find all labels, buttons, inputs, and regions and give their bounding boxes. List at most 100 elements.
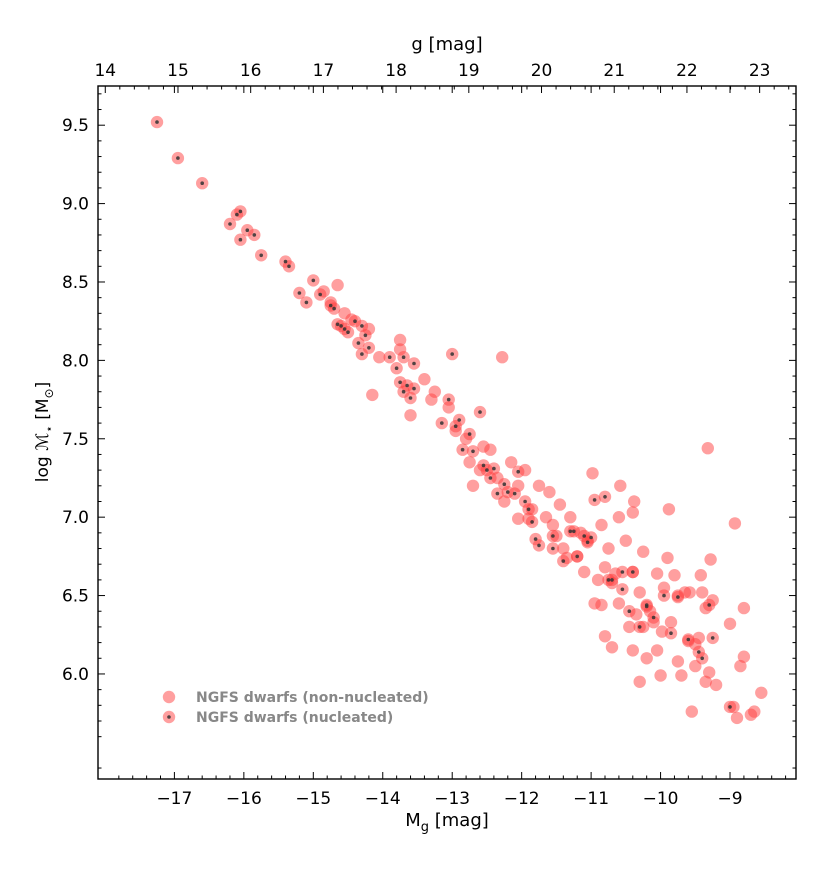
nucleus-dot [360,352,364,356]
y-axis-title: log ℳ⋆ [M⊙] [33,382,56,482]
legend-marker-non-nucleated [162,690,176,704]
data-point-non-nucleated [484,443,497,456]
data-point-non-nucleated [602,542,615,555]
nucleus-dot [356,341,361,345]
top-tick-label: 17 [313,61,335,81]
x-tick-label: −12 [504,789,540,809]
nucleus-dot [353,319,357,324]
nucleus-dot [467,432,472,436]
nucleus-dot [401,355,406,360]
data-point-non-nucleated [694,569,707,582]
y-tick-label: 7.5 [62,430,89,450]
nucleus-dot [453,424,458,429]
nucleus-dot [332,306,336,311]
nucleus-dot [408,396,413,400]
data-point-non-nucleated [373,351,386,364]
nucleus-dot [481,463,486,468]
data-point-non-nucleated [546,518,560,532]
nucleus-dot [610,578,614,582]
data-point-non-nucleated [703,666,716,679]
top-tick-label: 20 [531,61,553,81]
nucleus-dot [297,291,302,295]
data-point-non-nucleated [696,586,709,599]
data-point-non-nucleated [505,456,518,469]
y-tick-label: 6.5 [62,587,89,607]
nucleus-dot [637,625,642,629]
data-point-non-nucleated [619,534,632,547]
nucleus-dot [582,534,586,538]
data-point-non-nucleated [366,388,379,402]
nucleus-dot [537,543,541,548]
top-tick-label: 23 [749,61,771,81]
data-point-non-nucleated [496,351,509,364]
data-point-non-nucleated [699,675,712,688]
data-point-non-nucleated [512,512,525,525]
top-tick-label: 19 [458,61,480,81]
data-point-non-nucleated [662,503,676,516]
data-point-non-nucleated [418,373,431,386]
data-point-non-nucleated [661,551,674,565]
nucleus-dot [631,570,635,574]
nucleus-dot [287,264,291,269]
nucleus-dot [360,324,364,328]
nucleus-dot [394,366,399,371]
nucleus-dot [488,476,493,480]
nucleus-dot [495,491,500,496]
nucleus-dot [526,507,531,512]
nucleus-dot [363,333,368,338]
nucleus-dot [412,386,416,391]
data-point-non-nucleated [626,644,639,657]
data-point-non-nucleated [633,586,646,599]
top-tick-label: 18 [385,61,407,81]
data-point-non-nucleated [668,569,681,582]
nucleus-dot [644,603,649,607]
top-tick-label: 21 [603,61,625,81]
data-point-non-nucleated [737,650,751,663]
top-tick-label: 22 [676,61,698,81]
nucleus-dot [335,322,340,327]
nucleus-dot [572,529,576,534]
x-tick-label: −9 [717,789,742,809]
data-point-non-nucleated [463,456,476,469]
data-point-non-nucleated [737,601,751,615]
nucleus-dot [561,559,566,563]
nucleus-dot [259,253,264,258]
nucleus-dot [676,595,680,599]
data-point-non-nucleated [612,511,626,524]
nucleus-dot [304,300,309,305]
top-axis-title: g [mag] [411,34,482,55]
data-point-non-nucleated [664,616,678,629]
nucleus-dot [669,631,673,635]
data-point-non-nucleated [701,442,714,455]
nucleus-dot [235,212,239,217]
nucleus-dot [440,421,444,425]
x-tick-label: −16 [226,789,262,809]
nucleus-dot [200,181,204,185]
nucleus-dot [318,292,323,297]
data-point-non-nucleated [623,620,636,634]
nucleus-dot [551,546,555,551]
nucleus-dot [589,535,593,540]
nucleus-dot [478,410,482,414]
nucleus-dot [238,237,243,242]
nucleus-dot [728,705,732,709]
data-point-non-nucleated [748,705,761,718]
y-tick-label: 8.5 [62,273,89,293]
data-point-non-nucleated [730,711,744,725]
plot-frame [97,85,797,780]
legend-label-non-nucleated: NGFS dwarfs (non-nucleated) [196,690,429,706]
data-point-non-nucleated [393,333,407,347]
y-tick-label: 6.0 [62,665,89,685]
x-tick-label: −10 [643,789,679,809]
data-point-non-nucleated [692,631,705,645]
nucleus-dot [252,233,257,237]
data-point-non-nucleated [675,669,688,682]
nucleus-dot [523,499,527,504]
data-point-non-nucleated [595,518,608,532]
nucleus-dot [387,355,392,360]
data-point-non-nucleated [466,479,480,492]
data-point-non-nucleated [598,561,612,574]
data-point-non-nucleated [671,655,685,668]
nucleus-dot [412,361,416,366]
